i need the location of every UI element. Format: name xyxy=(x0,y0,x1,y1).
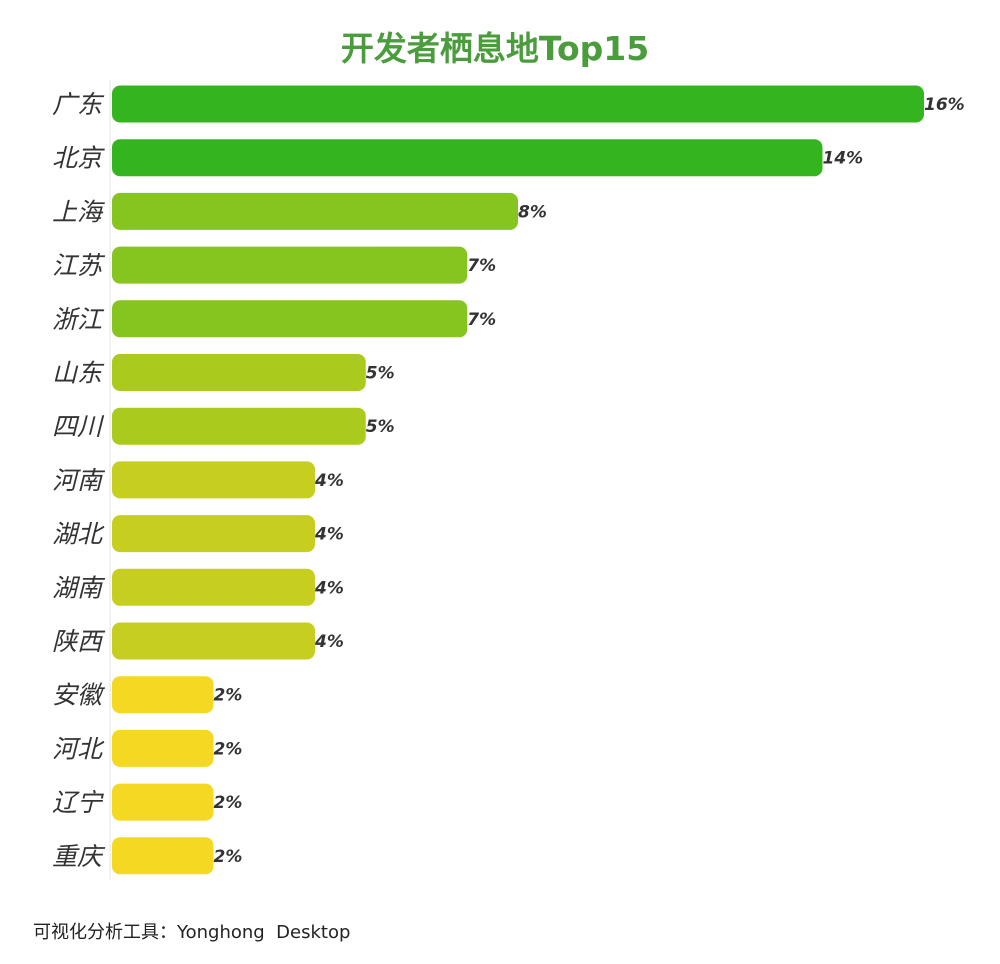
category-label: 河南 xyxy=(52,466,106,495)
category-label: 辽宁 xyxy=(52,788,104,817)
value-label: 7% xyxy=(467,310,496,330)
bar[interactable] xyxy=(112,246,468,284)
bar[interactable] xyxy=(112,837,214,875)
bar[interactable] xyxy=(112,192,518,230)
bars-group: 广东 16% 北京 14% 上海 8% 江苏 7% 浙江 7% 山东 5% 四川 5% 河南 4% 湖北 4% 湖南… xyxy=(52,85,965,875)
bar[interactable] xyxy=(112,515,315,553)
category-label: 上海 xyxy=(52,197,105,226)
bar[interactable] xyxy=(112,568,315,606)
category-label: 安徽 xyxy=(52,681,106,710)
value-label: 4% xyxy=(314,525,344,545)
category-label: 湖南 xyxy=(52,573,106,602)
bar-chart: 广东 16% 北京 14% 上海 8% 江苏 7% 浙江 7% 山东 5% 四川 5% 河南 4% 湖北 4% 湖南… xyxy=(52,80,965,880)
value-label: 4% xyxy=(314,578,344,598)
category-label: 广东 xyxy=(52,90,105,119)
value-label: 2% xyxy=(214,739,243,759)
category-label: 浙江 xyxy=(52,305,105,334)
category-label: 湖北 xyxy=(52,520,105,549)
value-label: 5% xyxy=(366,364,395,384)
value-label: 8% xyxy=(518,202,547,222)
bar[interactable] xyxy=(112,354,366,391)
bar[interactable] xyxy=(112,300,468,338)
footer-note: 可视化分析工具：Yonghong Desktop xyxy=(33,922,351,943)
value-label: 4% xyxy=(314,471,344,491)
value-label: 16% xyxy=(924,95,965,115)
bar[interactable] xyxy=(112,461,315,499)
category-label: 重庆 xyxy=(52,842,106,871)
category-label: 北京 xyxy=(52,144,105,173)
bar[interactable] xyxy=(112,729,214,767)
value-label: 14% xyxy=(823,149,864,169)
bar[interactable] xyxy=(112,139,823,177)
value-label: 5% xyxy=(366,417,395,437)
chart-title: 开发者栖息地Top15 xyxy=(340,29,650,68)
bar[interactable] xyxy=(112,622,315,660)
value-label: 7% xyxy=(467,256,496,276)
value-label: 4% xyxy=(314,632,344,652)
category-label: 河北 xyxy=(52,734,105,763)
value-label: 2% xyxy=(214,793,243,813)
value-label: 2% xyxy=(214,847,243,867)
category-label: 四川 xyxy=(52,412,105,441)
bar[interactable] xyxy=(112,676,214,714)
category-label: 江苏 xyxy=(52,251,106,280)
category-label: 山东 xyxy=(52,359,105,388)
bar[interactable] xyxy=(112,85,924,123)
category-label: 陕西 xyxy=(52,627,106,656)
bar[interactable] xyxy=(112,407,366,445)
value-label: 2% xyxy=(214,686,243,706)
bar[interactable] xyxy=(112,783,214,821)
